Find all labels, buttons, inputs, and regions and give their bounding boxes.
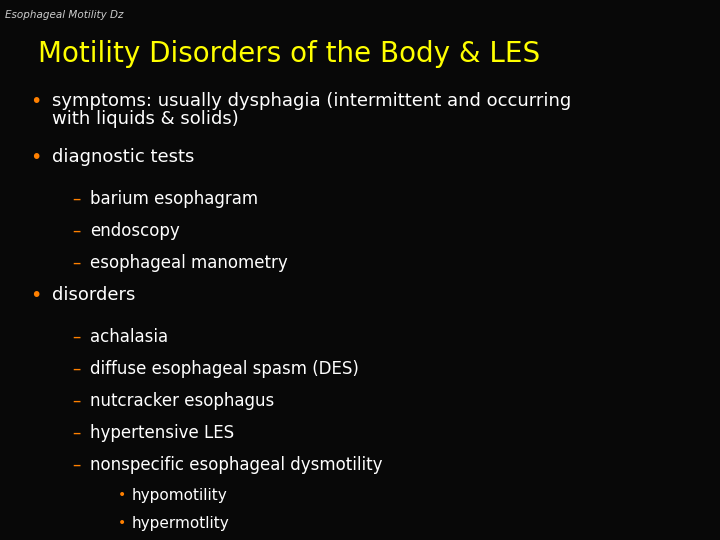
Text: endoscopy: endoscopy: [90, 222, 180, 240]
Text: •: •: [118, 488, 126, 502]
Text: •: •: [30, 286, 41, 305]
Text: Esophageal Motility Dz: Esophageal Motility Dz: [5, 10, 124, 20]
Text: •: •: [30, 92, 41, 111]
Text: barium esophagram: barium esophagram: [90, 190, 258, 208]
Text: •: •: [30, 148, 41, 167]
Text: achalasia: achalasia: [90, 328, 168, 346]
Text: –: –: [72, 254, 81, 272]
Text: –: –: [72, 456, 81, 474]
Text: –: –: [72, 360, 81, 378]
Text: hypertensive LES: hypertensive LES: [90, 424, 234, 442]
Text: –: –: [72, 328, 81, 346]
Text: Motility Disorders of the Body & LES: Motility Disorders of the Body & LES: [38, 40, 540, 68]
Text: –: –: [72, 190, 81, 208]
Text: –: –: [72, 222, 81, 240]
Text: esophageal manometry: esophageal manometry: [90, 254, 288, 272]
Text: disorders: disorders: [52, 286, 135, 304]
Text: –: –: [72, 424, 81, 442]
Text: diagnostic tests: diagnostic tests: [52, 148, 194, 166]
Text: with liquids & solids): with liquids & solids): [52, 110, 239, 128]
Text: •: •: [118, 516, 126, 530]
Text: nonspecific esophageal dysmotility: nonspecific esophageal dysmotility: [90, 456, 382, 474]
Text: nutcracker esophagus: nutcracker esophagus: [90, 392, 274, 410]
Text: hypermotlity: hypermotlity: [132, 516, 230, 531]
Text: hypomotility: hypomotility: [132, 488, 228, 503]
Text: diffuse esophageal spasm (DES): diffuse esophageal spasm (DES): [90, 360, 359, 378]
Text: symptoms: usually dysphagia (intermittent and occurring: symptoms: usually dysphagia (intermitten…: [52, 92, 571, 110]
Text: –: –: [72, 392, 81, 410]
